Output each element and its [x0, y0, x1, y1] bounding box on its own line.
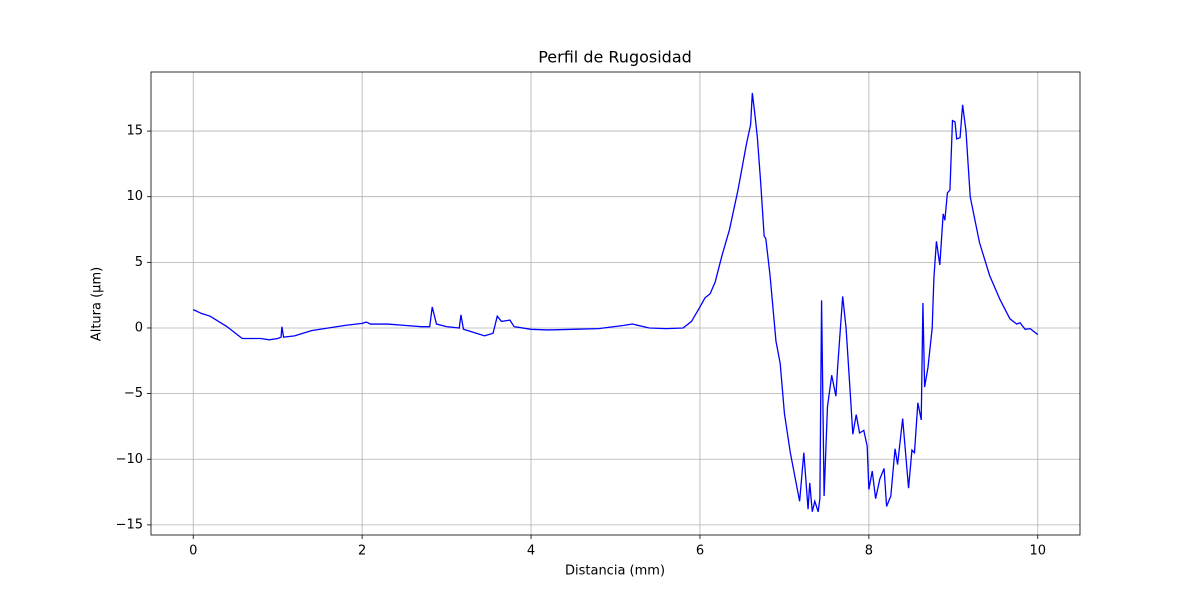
y-tick-label: −5 [124, 386, 143, 401]
y-tick-label: 15 [126, 124, 143, 139]
data-line [192, 92, 1039, 512]
plot-frame [150, 71, 1081, 536]
y-tick-label: 5 [135, 255, 143, 270]
y-axis-label: Altura (µm) [90, 267, 105, 341]
y-tick-label: −10 [116, 452, 143, 467]
y-tick-label: 0 [135, 320, 143, 335]
x-tick-label: 8 [865, 544, 873, 559]
x-tick-label: 2 [358, 544, 366, 559]
y-tick-label: −15 [116, 517, 143, 532]
x-tick-label: 0 [189, 544, 197, 559]
x-axis-label: Distancia (mm) [565, 564, 665, 579]
chart-title: Perfil de Rugosidad [538, 48, 692, 67]
x-tick-label: 10 [1029, 544, 1046, 559]
x-tick-label: 6 [696, 544, 704, 559]
x-tick-label: 4 [527, 544, 535, 559]
y-tick-label: 10 [126, 189, 143, 204]
